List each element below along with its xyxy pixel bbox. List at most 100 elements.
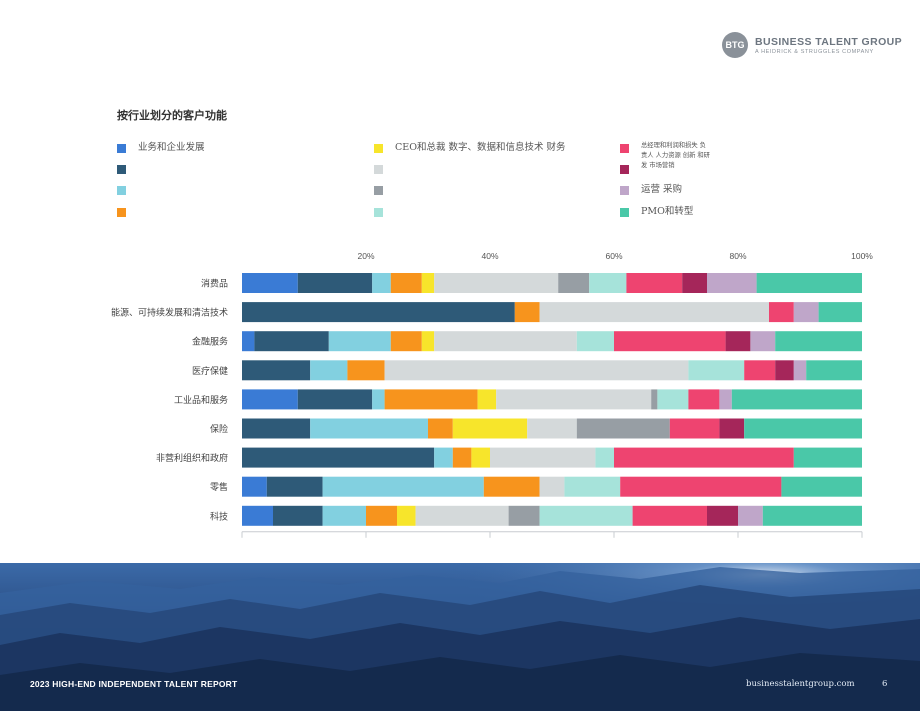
bar-segment bbox=[266, 476, 323, 497]
bar-segment bbox=[719, 389, 732, 410]
bar-segment bbox=[242, 360, 311, 381]
bar-segment bbox=[632, 505, 707, 526]
x-tick-label: 80% bbox=[729, 251, 746, 261]
bar-segment bbox=[322, 505, 366, 526]
legend-item bbox=[374, 163, 395, 174]
legend-swatch bbox=[620, 186, 629, 195]
bar-segment bbox=[384, 360, 689, 381]
bar-segment bbox=[781, 476, 862, 497]
bar-segment bbox=[242, 331, 255, 352]
bar-segment bbox=[539, 476, 565, 497]
legend-item: PMO和转型 bbox=[620, 206, 693, 218]
bar-segment bbox=[471, 447, 490, 468]
bar-segment bbox=[508, 505, 540, 526]
bar-segment bbox=[806, 360, 862, 381]
bar-segment bbox=[242, 273, 298, 293]
bar-segment bbox=[725, 331, 751, 352]
bar-segment bbox=[769, 302, 794, 323]
brand-name: BUSINESS TALENT GROUP bbox=[755, 35, 903, 48]
category-label: 医疗保健 bbox=[192, 365, 228, 377]
legend-swatch bbox=[374, 165, 383, 174]
stacked-bar-chart: 20% 40% 60% 80% 100% 消费品能源、可持续发展和清洁技术金融服务医疗保健… bbox=[111, 251, 873, 538]
bar-segment bbox=[242, 389, 298, 410]
legend-swatch bbox=[117, 165, 126, 174]
legend-label: 运营 采购 bbox=[641, 184, 683, 195]
bar-segment bbox=[731, 389, 862, 410]
bar-segment bbox=[390, 273, 422, 293]
legend-item bbox=[117, 206, 138, 217]
category-label: 工业品和服务 bbox=[174, 394, 228, 406]
bar-segment bbox=[738, 505, 763, 526]
bar-segment bbox=[242, 505, 273, 526]
bar-segment bbox=[657, 389, 689, 410]
legend-label: 业务和企业发展 bbox=[138, 142, 205, 153]
bar-segment bbox=[421, 331, 435, 352]
bar-segment bbox=[744, 418, 862, 439]
brand-tagline: A HEIDRICK & STRUGGLES COMPANY bbox=[755, 48, 874, 55]
bar-segment bbox=[297, 389, 373, 410]
legend-item bbox=[117, 163, 138, 174]
bar-segment bbox=[273, 505, 323, 526]
landscape-banner bbox=[0, 563, 920, 711]
x-tick-label: 100% bbox=[851, 251, 873, 261]
legend-swatch bbox=[374, 208, 383, 217]
x-tick-label: 40% bbox=[481, 251, 498, 261]
bar-segment bbox=[626, 273, 683, 293]
x-tick-label: 60% bbox=[605, 251, 622, 261]
bar-segment bbox=[477, 389, 497, 410]
legend-item: CEO和总裁 数字、数据和信息技术 财务 bbox=[374, 142, 566, 154]
bar-segment bbox=[452, 447, 472, 468]
bar-segment bbox=[589, 273, 627, 293]
bar-segment bbox=[254, 331, 329, 352]
legend-swatch bbox=[117, 186, 126, 195]
legend-item bbox=[374, 184, 395, 195]
legend-item: 业务和企业发展 bbox=[117, 142, 205, 154]
bar-segment bbox=[818, 302, 862, 323]
bar-segment bbox=[490, 447, 596, 468]
bar-segment bbox=[242, 447, 435, 468]
bar-segment bbox=[775, 331, 862, 352]
bar-segment bbox=[434, 273, 559, 293]
legend-swatch bbox=[620, 144, 629, 153]
bar-segment bbox=[614, 331, 726, 352]
bar-segment bbox=[242, 302, 515, 323]
legend-swatch bbox=[117, 144, 126, 153]
bar-segment bbox=[434, 447, 453, 468]
bar-segment bbox=[347, 360, 385, 381]
chart-title: 按行业划分的客户功能 bbox=[117, 109, 227, 122]
bar-segment bbox=[756, 273, 862, 293]
bar-segment bbox=[707, 505, 738, 526]
brand-logo: BTG BUSINESS TALENT GROUP A HEIDRICK & S… bbox=[722, 32, 902, 58]
bar-segment bbox=[558, 273, 590, 293]
category-label: 消费品 bbox=[201, 278, 228, 290]
bar-segment bbox=[539, 505, 633, 526]
bar-segment bbox=[297, 273, 373, 293]
bar-segment bbox=[651, 389, 658, 410]
bar-segment bbox=[514, 302, 540, 323]
legend-item bbox=[374, 206, 395, 217]
category-label: 能源、可持续发展和清洁技术 bbox=[111, 307, 228, 319]
bar-segment bbox=[719, 418, 745, 439]
bar-segment bbox=[539, 302, 769, 323]
bar-segment bbox=[452, 418, 528, 439]
mountain-landscape-image bbox=[0, 563, 920, 711]
legend-swatch bbox=[620, 208, 629, 217]
bar-segment bbox=[372, 273, 391, 293]
bar-segment bbox=[242, 476, 267, 497]
bar-segment bbox=[595, 447, 614, 468]
bar-segment bbox=[434, 331, 577, 352]
legend-swatch bbox=[620, 165, 629, 174]
legend-item bbox=[117, 184, 138, 195]
bar-segment bbox=[496, 389, 652, 410]
bar-segment bbox=[775, 360, 794, 381]
bar-segment bbox=[620, 476, 782, 497]
bar-segment bbox=[322, 476, 484, 497]
bar-segment bbox=[527, 418, 577, 439]
legend-swatch bbox=[374, 186, 383, 195]
footer-website-link[interactable]: businesstalentgroup.com bbox=[746, 679, 855, 689]
bar-segment bbox=[384, 389, 478, 410]
bar-segment bbox=[744, 360, 776, 381]
bar-segment bbox=[564, 476, 621, 497]
bar-segment bbox=[688, 389, 720, 410]
legend-item: 总经理和利润和损失 负责人 人力资源 创新 和研发 市场营销 bbox=[620, 142, 711, 170]
